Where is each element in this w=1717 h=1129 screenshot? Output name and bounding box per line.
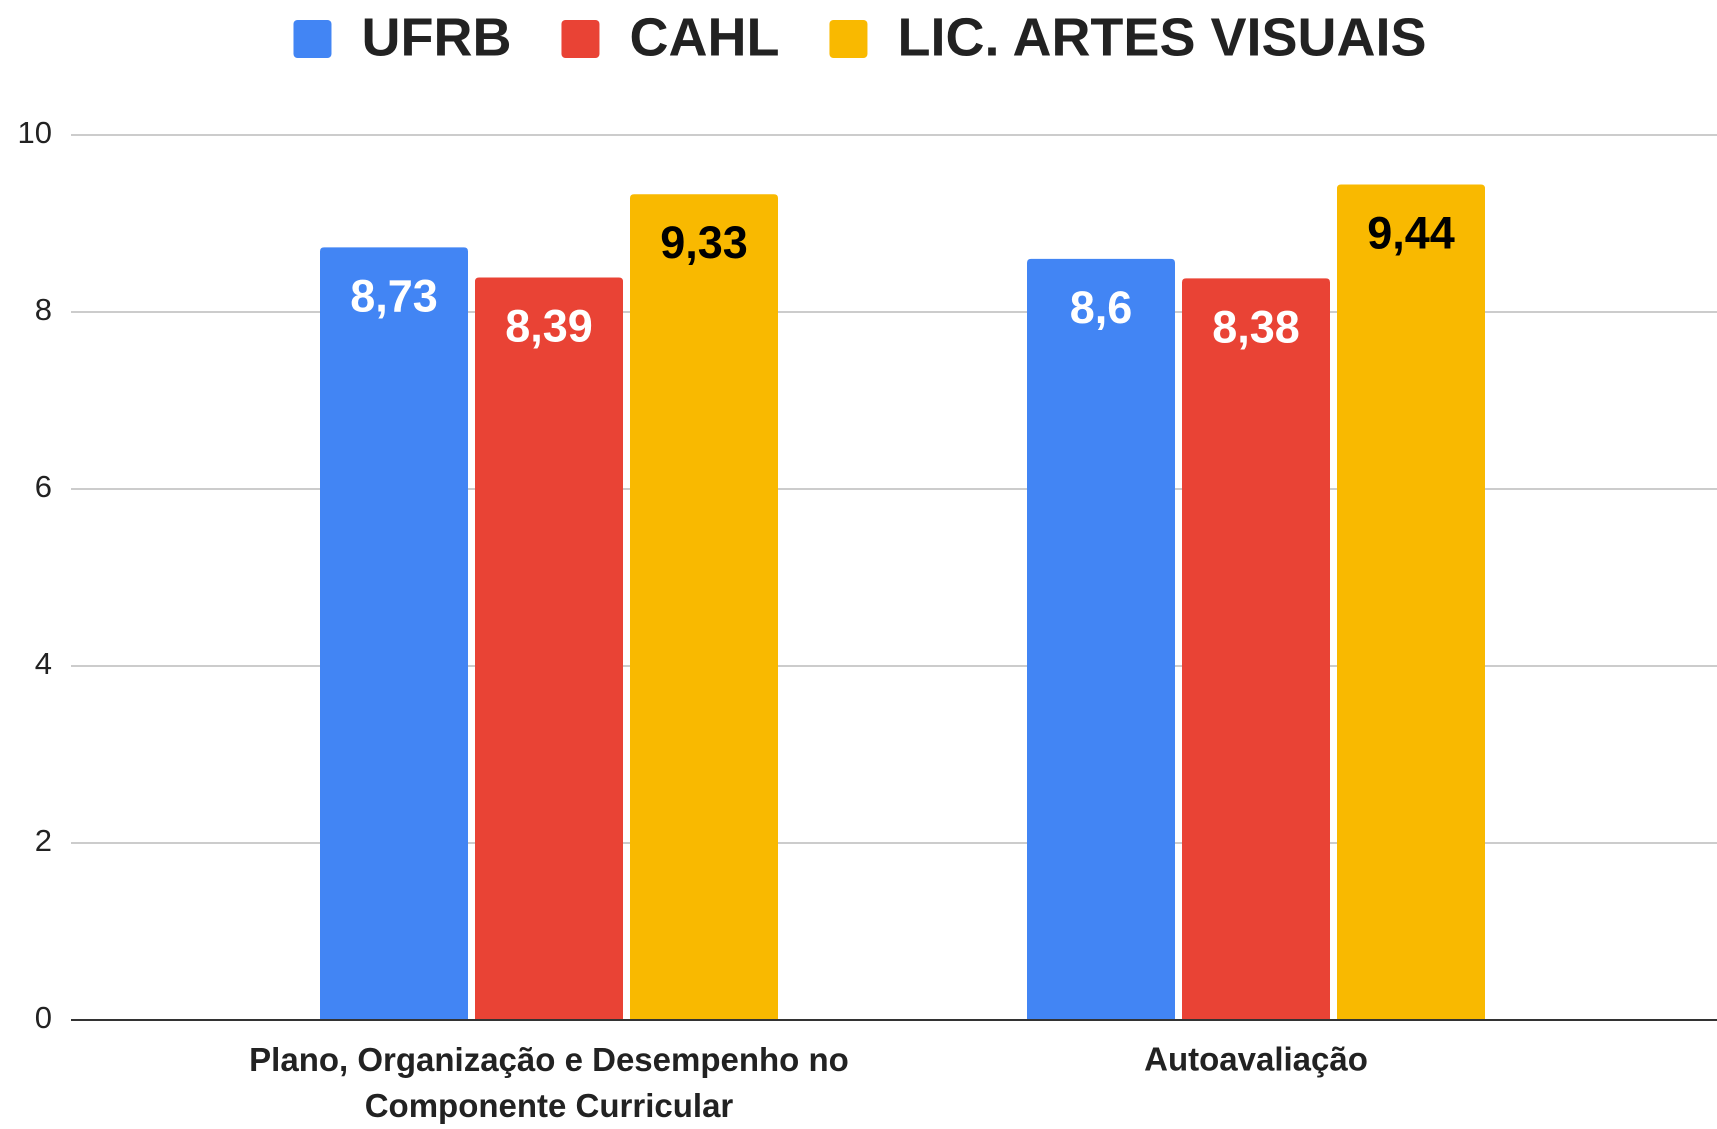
x-tick-label: Autoavaliação — [1144, 1041, 1368, 1078]
legend-label: CAHL — [629, 7, 779, 67]
y-tick-label: 0 — [35, 1000, 52, 1035]
value-label: 8,39 — [505, 300, 593, 351]
y-tick-label: 4 — [35, 646, 52, 681]
legend-swatch — [829, 20, 868, 58]
legend-swatch — [561, 20, 600, 58]
legend-label: LIC. ARTES VISUAIS — [897, 7, 1426, 67]
y-tick-label: 10 — [18, 115, 52, 150]
bar — [1337, 184, 1485, 1020]
bar — [1182, 278, 1330, 1020]
value-label: 8,6 — [1070, 282, 1133, 333]
x-tick-label: Plano, Organização e Desempenho no Compon… — [249, 1041, 849, 1124]
bar — [475, 277, 623, 1020]
y-tick-label: 8 — [35, 292, 52, 327]
value-label: 8,73 — [350, 270, 438, 321]
value-label: 9,33 — [660, 217, 748, 268]
bar — [1027, 258, 1175, 1020]
value-label: 8,38 — [1212, 301, 1300, 352]
y-tick-label: 2 — [35, 823, 52, 858]
bar — [630, 194, 778, 1021]
bar — [320, 247, 468, 1020]
legend-swatch — [293, 20, 332, 58]
legend-label: UFRB — [361, 7, 511, 67]
value-label: 9,44 — [1367, 207, 1455, 258]
legend: UFRB CAHL LIC. ARTES VISUAIS — [293, 7, 1427, 67]
y-tick-label: 6 — [35, 469, 52, 504]
